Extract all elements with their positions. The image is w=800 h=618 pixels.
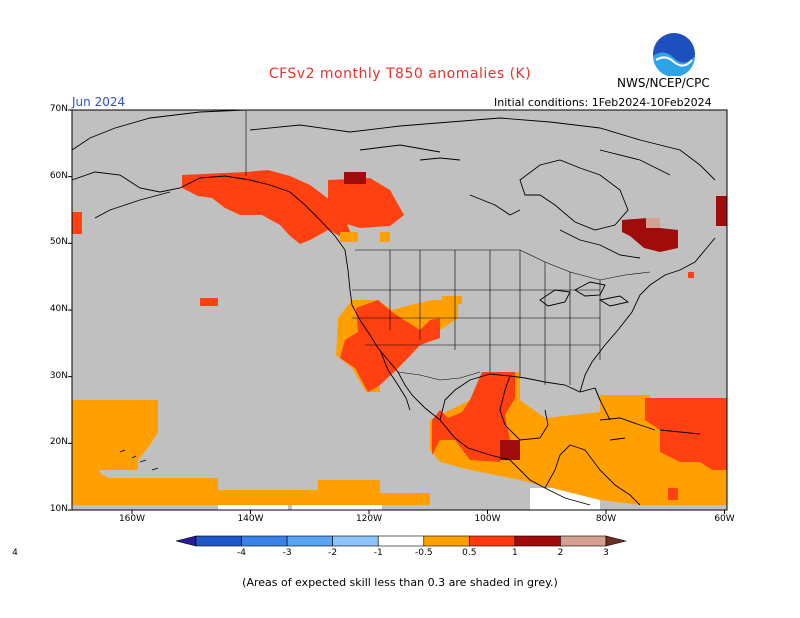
colorbar-min-arrow [175, 535, 197, 547]
colorbar-segment [560, 535, 607, 547]
colorbar-tick-label: 4 [12, 548, 18, 558]
colorbar-segment [241, 535, 288, 547]
colorbar-segment [286, 535, 333, 547]
southwest-red-region [340, 300, 440, 392]
coastlines [71, 109, 716, 506]
mexico-red-region [432, 372, 515, 462]
noaa-logo [653, 33, 695, 76]
forecast-month: Jun 2024 [72, 95, 126, 109]
colorbar-tick-label: -0.5 [414, 548, 433, 558]
colorbar-segment [195, 535, 242, 547]
lon-label: 100W [474, 514, 501, 524]
chart-title: CFSv2 monthly T850 anomalies (K) [268, 66, 532, 82]
lon-label: 160W [118, 514, 146, 524]
lon-label: 140W [237, 514, 264, 524]
lat-label: 30N [49, 370, 68, 381]
colorbar-segment [514, 535, 561, 547]
colorbar-tick-label: 1 [512, 548, 518, 558]
lon-label: 60W [714, 514, 735, 524]
lat-label: 60N [49, 170, 68, 181]
colorbar-segment [332, 535, 379, 547]
colorbar-tick-label: 3 [603, 548, 609, 558]
colorbar-tick-label: 2 [557, 548, 564, 558]
colorbar-max-arrow [605, 535, 627, 547]
lat-label: 50N [49, 237, 68, 248]
initial-conditions: Initial conditions: 1Feb2024-10Feb2024 [494, 96, 712, 109]
lat-label: 20N [49, 437, 68, 448]
colorbar-segment [469, 535, 516, 547]
anomaly-regions [72, 170, 727, 510]
colorbar-tick-label: -2 [328, 548, 338, 558]
colorbar-tick-label: -3 [282, 548, 292, 558]
colorbar-tick-label: -1 [373, 548, 383, 558]
lon-label: 80W [595, 514, 617, 524]
lat-label: 40N [49, 304, 68, 314]
pacific-warm-band [72, 400, 430, 505]
lat-label: 70N [49, 104, 68, 114]
colorbar-tick-label: 0.5 [462, 548, 477, 558]
labrador-dark-region [622, 218, 678, 252]
agency-label: NWS/NCEP/CPC [617, 76, 710, 90]
colorbar-segment [423, 535, 470, 547]
lon-label: 120W [355, 514, 383, 524]
caribbean-red-region [645, 398, 727, 470]
lat-label: 10N [49, 504, 68, 514]
colorbar-segment [377, 535, 425, 547]
colorbar-tick-label: -4 [237, 548, 247, 558]
axis-ticks [68, 109, 725, 514]
footnote: (Areas of expected skill less than 0.3 a… [242, 576, 558, 589]
political-borders [245, 110, 651, 385]
northwest-red-region [182, 170, 350, 244]
